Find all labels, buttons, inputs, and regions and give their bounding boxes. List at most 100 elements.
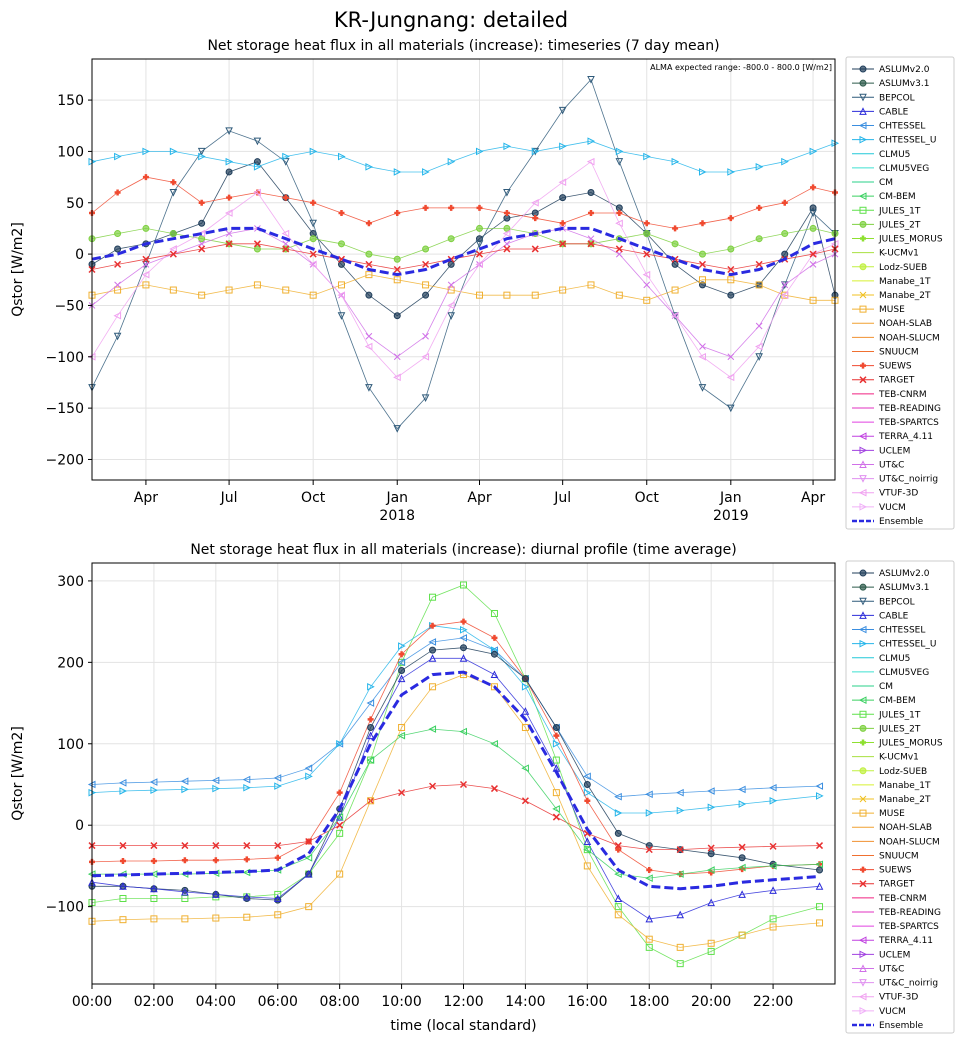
data-point — [676, 910, 685, 919]
data-point — [142, 261, 150, 268]
data-point — [243, 913, 251, 921]
data-point — [169, 250, 177, 258]
legend-marker — [859, 639, 868, 648]
legend-label: TEB-READING — [878, 404, 941, 414]
data-point — [672, 225, 679, 232]
y-tick-label: 150 — [57, 93, 84, 109]
data-point — [755, 260, 763, 268]
data-point — [615, 147, 624, 156]
data-point — [274, 782, 282, 790]
data-point — [643, 250, 651, 258]
data-point — [809, 250, 817, 258]
data-point — [337, 312, 346, 320]
data-point — [521, 797, 529, 805]
data-point — [815, 842, 824, 850]
data-point — [727, 291, 735, 299]
data-point — [309, 235, 317, 243]
data-point — [614, 903, 622, 911]
data-point — [212, 842, 220, 850]
data-point — [707, 947, 715, 955]
data-point — [646, 866, 653, 873]
data-point — [225, 168, 233, 176]
legend-marker — [859, 263, 867, 271]
legend-label: K-UCMv1 — [879, 753, 919, 763]
figure-title: KR-Jungnang: detailed — [333, 8, 569, 32]
legend-label: Ensemble — [879, 517, 924, 527]
legend-label: Manabe_1T — [879, 781, 931, 791]
data-point — [253, 188, 261, 197]
data-point — [398, 789, 406, 797]
data-point — [587, 210, 594, 217]
legend-label: TEB-CNRM — [878, 894, 927, 904]
data-point — [422, 204, 429, 211]
data-point — [643, 296, 651, 304]
data-point — [531, 198, 539, 207]
x-tick-label: 06:00 — [258, 994, 298, 1010]
data-point — [676, 806, 685, 815]
data-point — [559, 194, 567, 202]
data-point — [615, 250, 623, 258]
series-Ensemble — [91, 226, 836, 277]
legend-label: CHTESSEL — [879, 626, 925, 636]
legend-label: JULES_2T — [878, 724, 921, 734]
legend-marker — [859, 376, 867, 384]
legend-marker — [858, 192, 867, 200]
data-point — [447, 301, 455, 310]
data-point — [559, 240, 567, 248]
data-point — [460, 625, 468, 634]
legend-label: CLMU5VEG — [879, 164, 929, 174]
series-TARGET — [88, 240, 839, 274]
series-line — [91, 227, 836, 260]
legend-label: CM-BEM — [879, 192, 916, 202]
data-point — [645, 842, 653, 850]
legend-label: Lodz-SUEB — [879, 767, 927, 777]
legend-label: ASLUMv2.0 — [879, 569, 930, 579]
legend-label: SUEWS — [879, 362, 912, 372]
data-point — [180, 777, 189, 786]
data-point — [707, 898, 715, 907]
legend-marker — [858, 936, 867, 945]
data-point — [587, 188, 595, 196]
series-line — [91, 226, 836, 277]
legend-label: SUEWS — [879, 866, 912, 876]
data-point — [422, 260, 430, 268]
data-point — [448, 204, 455, 211]
data-point — [552, 739, 561, 748]
data-point — [181, 915, 189, 923]
data-point — [587, 137, 596, 145]
data-point — [521, 707, 530, 715]
data-point — [304, 869, 313, 878]
data-point — [114, 152, 122, 161]
data-point — [142, 260, 150, 269]
data-point — [336, 829, 344, 837]
data-point — [397, 674, 406, 683]
data-point — [459, 654, 468, 662]
data-point — [671, 240, 679, 248]
legend-marker — [860, 866, 866, 873]
x-tick-label: 14:00 — [505, 994, 545, 1010]
data-point — [645, 846, 653, 854]
legend-marker — [859, 65, 867, 73]
data-point — [398, 651, 405, 658]
data-point — [447, 260, 455, 268]
data-point — [393, 353, 401, 361]
legend-label: NOAH-SLUCM — [879, 333, 940, 343]
data-point — [738, 931, 746, 939]
data-point — [698, 281, 706, 289]
data-point — [552, 813, 560, 821]
data-point — [698, 276, 706, 284]
legend-label: MUSE — [879, 305, 905, 315]
data-point — [583, 837, 592, 845]
data-point — [808, 250, 817, 258]
data-point — [366, 731, 375, 740]
data-point — [305, 837, 313, 846]
legend-label: JULES_1T — [878, 710, 921, 720]
data-point — [243, 783, 251, 792]
data-point — [393, 425, 402, 433]
data-point — [198, 240, 206, 248]
data-point — [447, 235, 455, 243]
data-point — [587, 240, 595, 248]
data-point — [781, 157, 789, 166]
legend-label: UT&C_noirrig — [879, 979, 938, 989]
data-point — [422, 291, 430, 299]
